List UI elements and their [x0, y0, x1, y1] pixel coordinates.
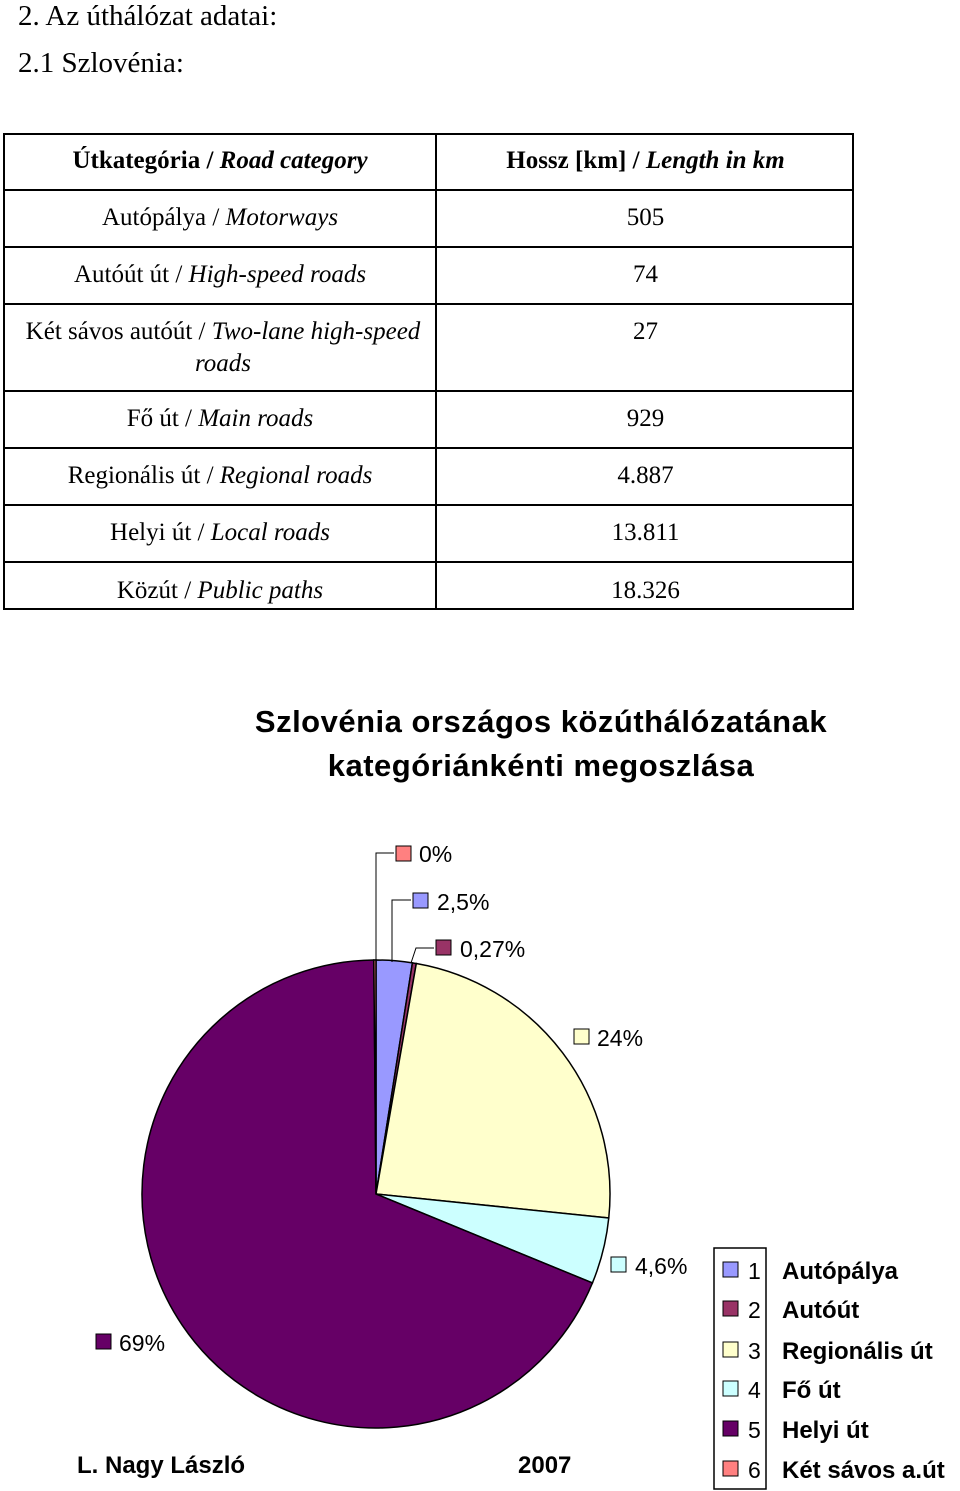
data-label-swatch [95, 1333, 112, 1350]
data-label-swatch [573, 1028, 590, 1045]
data-label-swatch [610, 1256, 627, 1273]
year: 2007 [518, 1452, 572, 1479]
data-label-swatch [412, 892, 429, 909]
leader-line [410, 947, 434, 964]
data-label-swatch [435, 939, 452, 956]
row-category: Regionális út / Regional roads [67, 462, 373, 489]
header-length: Hossz [km] / Length in km [506, 147, 785, 174]
legend-key: 5 [748, 1417, 761, 1443]
row-category: Két sávos autóút / Two-lane high-speed r… [25, 318, 421, 377]
legend-key: 4 [748, 1377, 761, 1403]
leader-line [391, 899, 411, 962]
legend-entry: Fő út [782, 1377, 841, 1404]
data-label: 0,27% [460, 936, 525, 962]
legend-swatch [722, 1420, 739, 1437]
legend-key: 1 [748, 1258, 761, 1284]
legend-key: 2 [748, 1297, 761, 1323]
legend-entry: Két sávos a.út [782, 1457, 945, 1484]
data-label: 69% [119, 1330, 165, 1356]
data-label: 4,6% [635, 1253, 687, 1279]
row-category: Helyi út / Local roads [110, 519, 330, 546]
legend-swatch [722, 1460, 739, 1477]
legend-swatch [722, 1300, 739, 1317]
data-label: 0% [419, 841, 452, 867]
legend-entry: Regionális út [782, 1338, 933, 1365]
pie-slice-5 [141, 959, 594, 1429]
row-length: 18.326 [611, 577, 680, 604]
data-label-swatch [395, 845, 412, 862]
legend-entry: Autóút [782, 1297, 859, 1324]
leader-line [375, 852, 394, 960]
legend-swatch [722, 1380, 739, 1397]
row-category: Fő út / Main roads [126, 405, 314, 432]
header-category: Útkategória / Road category [72, 147, 368, 174]
row-length: 74 [633, 261, 658, 288]
legend-box [713, 1247, 767, 1490]
author: L. Nagy László [77, 1452, 246, 1479]
row-category: Autóút út / High-speed roads [73, 261, 367, 288]
data-label: 2,5% [437, 889, 489, 915]
chart-title: Szlovénia országos közúthálózatának kate… [254, 704, 828, 783]
row-category: Közút / Public paths [116, 577, 324, 604]
row-length: 505 [626, 204, 665, 231]
road-network-table: Útkategória / Road category Hossz [km] /… [3, 133, 854, 610]
legend-key: 3 [748, 1338, 761, 1364]
row-length: 929 [626, 405, 665, 432]
row-length: 27 [633, 318, 658, 345]
row-category: Autópálya / Motorways [101, 204, 339, 231]
legend-key: 6 [748, 1457, 761, 1483]
data-label: 24% [597, 1025, 643, 1051]
subsection-heading: 2.1 Szlovénia: [18, 47, 184, 79]
legend-swatch [722, 1261, 739, 1278]
row-length: 13.811 [611, 519, 680, 546]
legend-swatch [722, 1341, 739, 1358]
pie-slice-3 [375, 962, 611, 1219]
section-heading: 2. Az úthálózat adatai: [18, 0, 278, 32]
legend-entry: Helyi út [782, 1417, 869, 1444]
legend-entry: Autópálya [782, 1258, 899, 1285]
row-length: 4.887 [617, 462, 674, 489]
